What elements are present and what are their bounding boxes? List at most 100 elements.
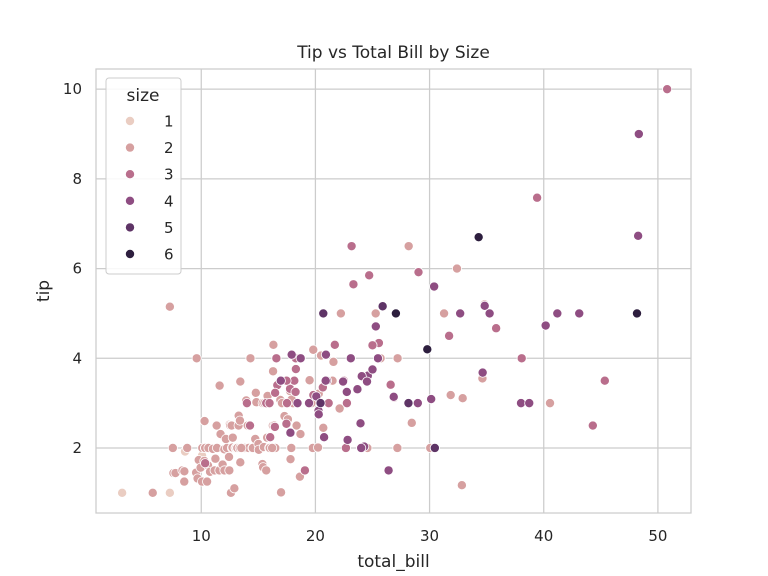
y-tick-label: 2: [72, 439, 82, 457]
data-point-size-4: [292, 398, 303, 409]
data-point-size-2: [147, 487, 158, 498]
data-point-size-4: [633, 129, 644, 140]
data-point-size-4: [345, 353, 356, 364]
data-point-size-6: [473, 232, 484, 243]
data-point-size-4: [285, 427, 296, 438]
data-point-size-2: [199, 416, 210, 427]
legend-entries: 1 2 3 4 5 6: [125, 113, 174, 264]
data-point-size-4: [362, 376, 373, 387]
chart-title: Tip vs Total Bill by Size: [296, 43, 490, 63]
plot-frame: [95, 68, 692, 514]
data-point-size-2: [445, 390, 456, 401]
data-point-size-4: [320, 375, 331, 386]
data-point-size-2: [245, 353, 256, 364]
legend: size 1 2 3 4 5 6: [105, 77, 182, 275]
data-point-size-4: [356, 442, 367, 453]
data-point-size-2: [451, 263, 462, 274]
data-point-size-2: [202, 476, 213, 487]
data-point-size-4: [426, 394, 437, 405]
x-tick-label: 30: [420, 527, 439, 545]
data-point-size-3: [516, 353, 527, 364]
data-point-size-4: [388, 391, 399, 402]
data-point-size-4: [352, 384, 363, 395]
data-point-size-3: [491, 323, 502, 334]
data-point-size-2: [211, 420, 222, 431]
data-point-size-1: [117, 487, 128, 498]
legend-label: 2: [164, 139, 174, 157]
data-point-size-6: [422, 344, 433, 355]
data-point-size-3: [281, 418, 292, 429]
data-point-size-3: [367, 340, 378, 351]
data-point-size-3: [532, 192, 543, 203]
data-point-size-4: [429, 281, 440, 292]
data-point-size-4: [484, 308, 495, 319]
x-tick-label: 40: [534, 527, 553, 545]
y-axis-label: tip: [34, 280, 54, 302]
data-point-size-4: [320, 349, 331, 360]
data-point-size-2: [334, 403, 345, 414]
data-point-size-4: [479, 300, 490, 311]
x-tick-label: 50: [648, 527, 667, 545]
data-point-size-3: [662, 84, 673, 95]
data-point-size-4: [342, 434, 353, 445]
legend-marker: [125, 248, 136, 259]
legend-frame: [105, 77, 182, 275]
data-point-size-4: [341, 386, 352, 397]
data-point-size-3: [265, 432, 276, 443]
data-point-size-2: [268, 339, 279, 350]
data-point-size-2: [235, 457, 246, 468]
plot-background: [96, 69, 691, 513]
data-point-size-2: [370, 308, 381, 319]
data-point-size-2: [328, 356, 339, 367]
data-point-size-6: [632, 308, 643, 319]
data-point-size-3: [270, 387, 281, 398]
x-tick-label: 10: [192, 527, 211, 545]
data-point-size-3: [587, 420, 598, 431]
data-point-size-2: [235, 376, 246, 387]
legend-label: 3: [164, 166, 174, 184]
data-point-size-3: [264, 398, 275, 409]
data-point-size-4: [370, 321, 381, 332]
data-point-size-5: [377, 301, 388, 312]
data-point-size-4: [524, 398, 535, 409]
legend-label: 1: [164, 113, 174, 131]
data-point-size-2: [229, 483, 240, 494]
data-point-size-2: [291, 420, 302, 431]
data-point-size-2: [335, 308, 346, 319]
data-point-size-3: [290, 386, 301, 397]
data-point-size-2: [456, 480, 467, 491]
data-point-size-3: [290, 364, 301, 375]
legend-marker: [125, 142, 136, 153]
data-point-size-3: [241, 398, 252, 409]
data-point-size-4: [319, 432, 330, 443]
data-point-size-3: [244, 420, 255, 431]
data-point-size-2: [457, 393, 468, 404]
data-point-size-3: [341, 398, 352, 409]
data-point-size-2: [392, 353, 403, 364]
data-point-size-2: [214, 380, 225, 391]
data-point-size-3: [599, 375, 610, 386]
data-point-size-3: [281, 398, 292, 409]
data-point-size-4: [574, 308, 585, 319]
data-point-size-1: [164, 487, 175, 498]
data-point-size-3: [348, 279, 359, 290]
data-point-size-4: [540, 320, 551, 331]
data-point-size-5: [318, 308, 329, 319]
data-point-size-5: [429, 442, 440, 453]
data-point-size-2: [308, 344, 319, 355]
data-point-size-2: [267, 442, 278, 453]
data-point-size-3: [200, 458, 211, 469]
tick-labels: 10 20 30 40 50 2 4 6 8 10: [63, 80, 668, 545]
data-point-size-2: [403, 241, 414, 252]
data-point-size-3: [444, 330, 455, 341]
data-point-size-3: [340, 442, 351, 453]
data-point-size-2: [295, 429, 306, 440]
data-point-size-4: [338, 376, 349, 387]
data-point-size-2: [234, 415, 245, 426]
data-point-size-3: [385, 379, 396, 390]
data-point-size-2: [318, 422, 329, 433]
data-point-size-3: [299, 465, 310, 476]
data-point-size-4: [295, 353, 306, 364]
data-point-size-4: [313, 409, 324, 420]
data-point-size-2: [179, 476, 190, 487]
